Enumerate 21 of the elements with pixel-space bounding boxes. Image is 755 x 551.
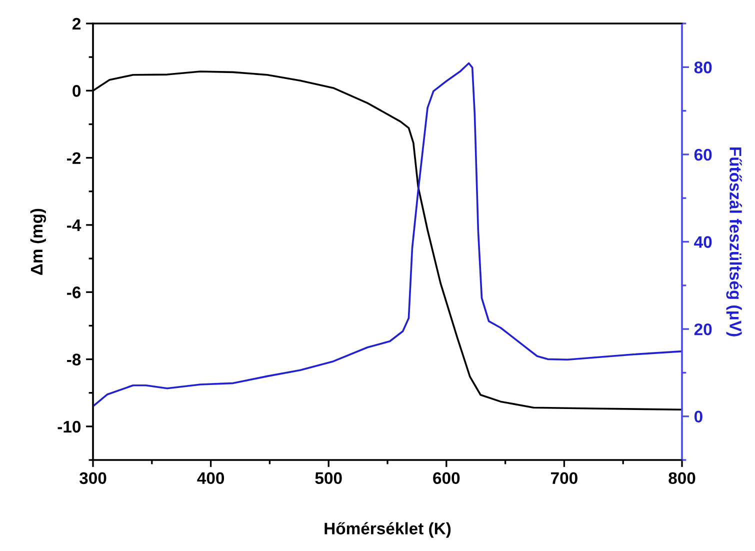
y-tick-label: -2 — [67, 152, 81, 164]
y-tick-label: -4 — [67, 220, 82, 231]
y-tick-label: 2 — [72, 18, 81, 30]
y2-tick-label: 60 — [694, 148, 712, 161]
y-tick-label: -10 — [58, 420, 81, 433]
y-axis-title: Δm (mg) — [30, 208, 46, 275]
y-tick-label: 0 — [72, 85, 81, 97]
y2-tick-label: 40 — [694, 236, 712, 248]
x-tick-label: 400 — [197, 472, 224, 484]
y-tick-label: -8 — [67, 354, 81, 366]
y2-tick-label: 20 — [694, 323, 712, 336]
x-tick-label: 700 — [551, 472, 578, 484]
y2-axis-title: Fűtőszál feszültség (μV) — [726, 147, 742, 336]
x-axis-title: Hőmérséklet (K) — [324, 522, 451, 538]
y2-tick-label: 80 — [694, 62, 712, 74]
x-tick-label: 600 — [433, 472, 460, 484]
y2-tick-label: 0 — [694, 410, 702, 423]
x-tick-label: 500 — [315, 472, 342, 484]
x-tick-label: 300 — [79, 472, 106, 484]
x-tick-label: 800 — [668, 472, 696, 484]
y-tick-label: -6 — [67, 286, 81, 298]
